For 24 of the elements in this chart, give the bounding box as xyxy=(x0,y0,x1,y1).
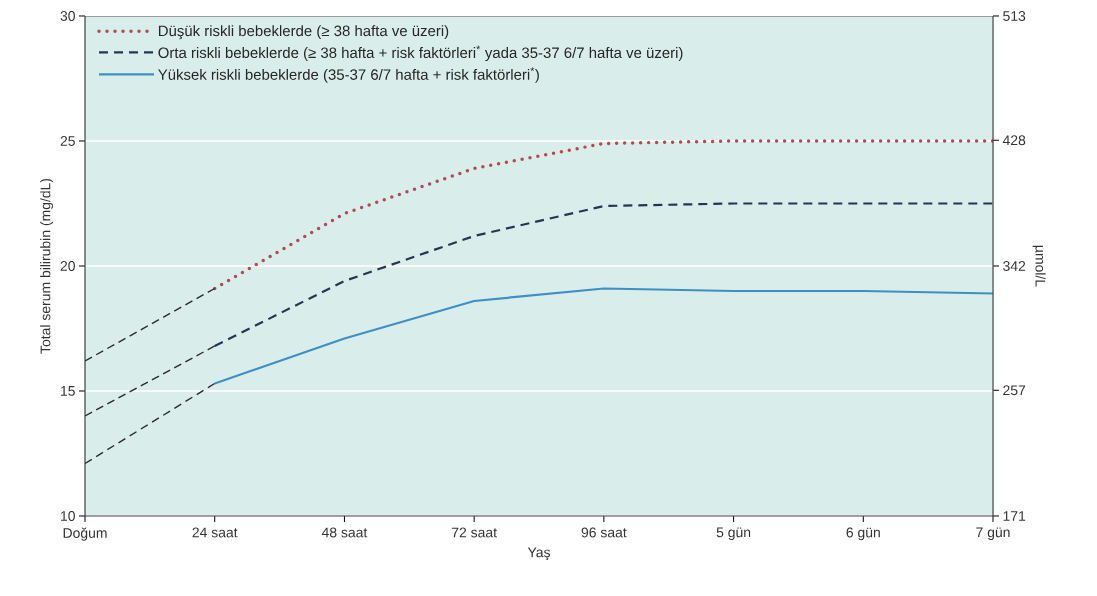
legend-label: Orta riskli bebeklerde (≥ 38 hafta + risk faktörleri$^{*}$ yada 35-37 6/7 hafta ve üzeri) xyxy=(158,45,683,61)
y2-tick-label: 171 xyxy=(1003,511,1026,521)
legend-label: Yüksek riskli bebeklerde (35-37 6/7 hafta + risk faktörleri$^{*}$) xyxy=(158,67,539,83)
x-tick-label: 7 gün xyxy=(976,527,1010,540)
x-tick-label: 24 saat xyxy=(192,527,238,538)
x-tick-label: 48 saat xyxy=(321,527,368,538)
x-axis-title: Yaş xyxy=(527,547,551,561)
y2-axis-title: µmol/L xyxy=(1032,245,1046,287)
y-tick-label: 30 xyxy=(60,11,75,21)
y-tick-label: 25 xyxy=(60,136,75,146)
x-tick-label: 5 gün xyxy=(716,527,751,540)
y-tick-label: 20 xyxy=(60,261,75,271)
y-tick-label: 10 xyxy=(61,511,75,521)
x-tick-label: 72 saat xyxy=(452,527,497,538)
x-tick-label: 96 saat xyxy=(581,527,627,538)
y2-tick-label: 428 xyxy=(1002,135,1026,146)
y2-tick-label: 342 xyxy=(1003,261,1026,271)
y-tick-label: 15 xyxy=(61,386,75,396)
legend-label: Düşük riskli bebeklerde (≥ 38 hafta ve üzeri) xyxy=(158,25,449,40)
x-tick-label: 6 gün xyxy=(846,527,880,541)
y2-tick-label: 513 xyxy=(1003,11,1026,21)
y-axis-title: Total serum bilirubin (mg/dL) xyxy=(40,178,54,354)
x-tick-label: Doğum xyxy=(63,527,107,541)
y2-tick-label: 257 xyxy=(1003,385,1026,396)
